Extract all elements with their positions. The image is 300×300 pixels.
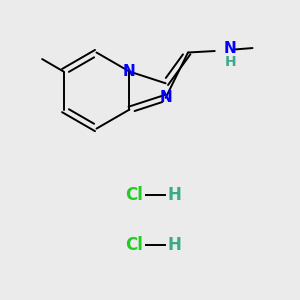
Text: H: H [167, 236, 181, 254]
Text: H: H [167, 186, 181, 204]
Text: N: N [224, 41, 237, 56]
Text: N: N [123, 64, 136, 79]
Text: Cl: Cl [125, 186, 142, 204]
Text: N: N [159, 90, 172, 105]
Text: H: H [224, 55, 236, 69]
Text: Cl: Cl [125, 236, 142, 254]
